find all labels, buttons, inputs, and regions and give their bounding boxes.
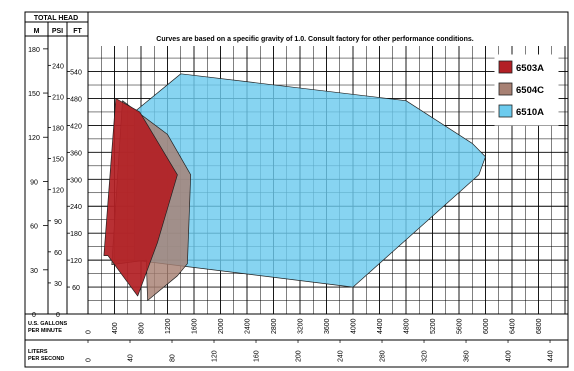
head-unit-label: M [34,28,40,35]
lps-tick-label: 80 [170,354,177,362]
gpm-tick-label: 2800 [271,318,278,334]
lps-tick-label: 240 [338,350,345,362]
psi-tick-label: 180 [52,126,64,133]
ft-tick-label: 180 [70,231,82,238]
lps-tick-label: 40 [128,354,135,362]
legend-swatch-6503A [498,60,513,74]
m-tick-label: 150 [28,91,40,98]
gpm-tick-label: 1600 [192,318,199,334]
gpm-tick-label: 6000 [483,318,490,334]
gpm-tick-label: 800 [139,322,146,334]
gpm-tick-label: 4800 [404,318,411,334]
lps-tick-label: 0 [86,358,93,362]
gpm-tick-label: 1200 [165,318,172,334]
psi-tick-label: 240 [52,63,64,70]
gpm-tick-label: 4400 [377,318,384,334]
psi-tick-label: 30 [54,281,62,288]
legend: 6503A 6504C 6510A [494,54,559,126]
m-tick-label: 30 [30,268,38,275]
lps-tick-label: 120 [212,350,219,362]
m-tick-label: 0 [32,312,36,319]
psi-tick-label: 120 [52,188,64,195]
legend-swatch-6504C [498,82,513,96]
lps-tick-label: 400 [506,350,513,362]
m-tick-label: 90 [30,179,38,186]
head-unit-label: FT [73,28,82,35]
ft-tick-label: 540 [70,70,82,77]
gpm-tick-label: 5600 [457,318,464,334]
psi-tick-label: 150 [52,157,64,164]
ft-tick-label: 60 [72,285,80,292]
gpm-tick-label: 6400 [510,318,517,334]
chart-note: Curves are based on a specific gravity o… [156,36,473,43]
gpm-axis-label: PER MINUTE [28,328,62,334]
gpm-tick-label: 6800 [536,318,543,334]
lps-tick-label: 440 [548,350,555,362]
gpm-tick-label: 400 [112,322,119,334]
head-scale-box [24,11,89,315]
series-area-6503A [103,98,178,297]
ft-tick-label: 240 [70,204,82,211]
m-tick-label: 60 [30,224,38,231]
head-header: TOTAL HEAD [34,15,78,22]
lps-tick-label: 160 [254,350,261,362]
m-tick-label: 180 [28,47,40,54]
legend-swatch-6510A [498,104,513,118]
lps-axis-label: LITERS [28,349,48,355]
gpm-tick-label: 5200 [430,318,437,334]
gpm-tick-label: 3200 [298,318,305,334]
ft-tick-label: 360 [70,150,82,157]
series-area-6510A [134,73,486,288]
lps-tick-label: 280 [380,350,387,362]
m-tick-label: 120 [28,135,40,142]
psi-tick-label: 90 [54,219,62,226]
gpm-tick-label: 2000 [218,318,225,334]
gpm-tick-label: 3600 [324,318,331,334]
lps-tick-label: 200 [296,350,303,362]
gpm-tick-label: 4000 [351,318,358,334]
psi-tick-label: 210 [52,94,64,101]
psi-tick-label: 60 [54,250,62,257]
gpm-tick-label: 0 [86,330,93,334]
legend-label-6504C: 6504C [516,85,544,96]
ft-tick-label: 120 [70,258,82,265]
lps-axis-label: PER SECOND [28,356,64,362]
ft-tick-label: 480 [70,96,82,103]
legend-label-6510A: 6510A [516,107,544,118]
gpm-tick-label: 2400 [245,318,252,334]
psi-tick-label: 0 [56,312,60,319]
legend-label-6503A: 6503A [516,63,544,74]
lps-tick-label: 360 [464,350,471,362]
lps-tick-label: 320 [422,350,429,362]
ft-tick-label: 420 [70,123,82,130]
ft-tick-label: 300 [70,177,82,184]
gpm-axis-label: U.S. GALLONS [28,321,67,327]
head-unit-label: PSI [52,28,63,35]
